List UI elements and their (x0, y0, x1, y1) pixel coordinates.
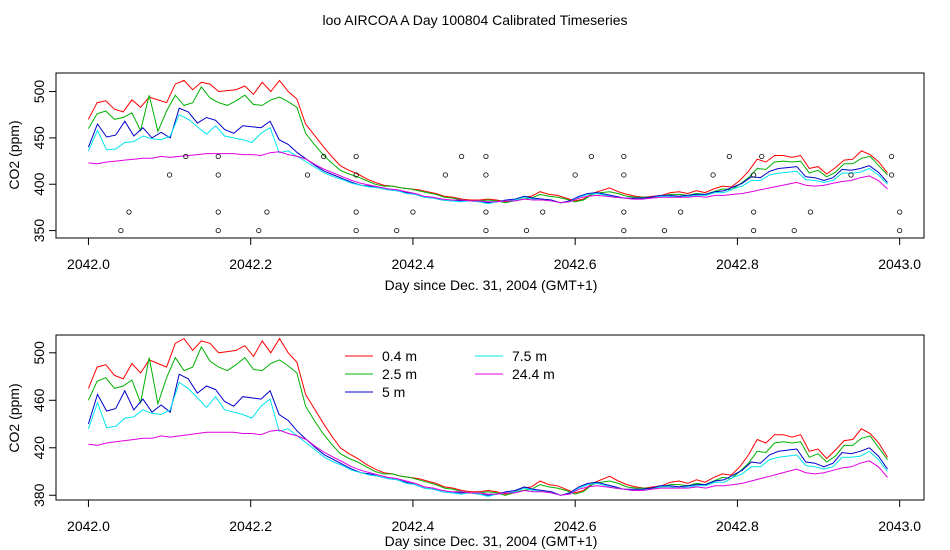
scatter-point (710, 172, 716, 178)
scatter-point (572, 172, 578, 178)
top-scatter-points (118, 153, 903, 234)
y-tick-label: 450 (31, 126, 47, 150)
legend-label: 0.4 m (382, 348, 417, 364)
scatter-point (215, 172, 221, 178)
x-tick-label: 2042.6 (554, 518, 597, 534)
x-tick-label: 2042.0 (67, 256, 110, 272)
scatter-point (483, 227, 489, 234)
top-series (87, 79, 888, 205)
scatter-point (442, 172, 448, 178)
scatter-point (304, 172, 311, 178)
x-tick-label: 2043.0 (878, 256, 921, 272)
scatter-point (678, 209, 684, 215)
scatter-point (621, 172, 627, 178)
scatter-point (751, 227, 757, 234)
scatter-point (621, 209, 627, 215)
legend-label: 5 m (382, 384, 405, 400)
scatter-point (183, 153, 189, 160)
scatter-point (759, 153, 765, 160)
y-tick-label: 500 (31, 341, 47, 365)
y-tick-label: 380 (31, 483, 47, 507)
top-panel: Day since Dec. 31, 2004 (GMT+1) CO2 (ppm… (6, 72, 925, 293)
x-tick-label: 2042.0 (67, 518, 110, 534)
x-tick-label: 2043.0 (878, 518, 921, 534)
bottom-panel: Day since Dec. 31, 2004 (GMT+1) CO2 (ppm… (6, 334, 925, 549)
x-tick-label: 2042.2 (229, 518, 272, 534)
bottom-y-axis-label: CO2 (ppm) (6, 383, 22, 452)
scatter-point (621, 153, 627, 160)
scatter-point (897, 227, 903, 234)
scatter-point (621, 227, 627, 234)
legend-label: 7.5 m (512, 348, 547, 364)
scatter-point (540, 209, 546, 215)
scatter-point (751, 172, 757, 178)
y-tick-label: 420 (31, 436, 47, 460)
legend-label: 24.4 m (512, 366, 555, 382)
bottom-plot-frame (55, 334, 925, 501)
top-x-ticks: 2042.0 2042.2 2042.4 2042.6 2042.8 2043.0 (67, 238, 921, 272)
scatter-point (353, 209, 359, 215)
bottom-x-ticks: 2042.0 2042.2 2042.4 2042.6 2042.8 2043.0 (67, 500, 921, 534)
scatter-point (483, 172, 489, 178)
scatter-point (256, 227, 262, 234)
top-plot-frame (55, 72, 925, 239)
bottom-series (87, 337, 888, 497)
x-tick-label: 2042.4 (392, 518, 435, 534)
x-tick-label: 2042.8 (716, 256, 759, 272)
series-line-7-5-m (87, 114, 888, 205)
series-line-2-5-m (87, 345, 888, 496)
series-line-0-4-m (87, 337, 888, 495)
scatter-point (483, 153, 489, 160)
x-tick-label: 2042.2 (229, 256, 272, 272)
series-line-24-4-m (88, 429, 888, 496)
scatter-point (166, 172, 173, 178)
scatter-point (888, 172, 895, 178)
y-tick-label: 500 (31, 80, 47, 104)
bottom-x-axis-label: Day since Dec. 31, 2004 (GMT+1) (385, 533, 598, 549)
scatter-point (791, 227, 797, 234)
scatter-point (410, 209, 416, 215)
y-tick-label: 350 (31, 219, 47, 243)
legend-label: 2.5 m (382, 366, 417, 382)
scatter-point (264, 209, 270, 215)
scatter-point (321, 153, 327, 160)
x-tick-label: 2042.4 (392, 256, 435, 272)
y-tick-label: 400 (31, 172, 47, 196)
scatter-point (888, 153, 895, 160)
scatter-point (215, 209, 221, 215)
bottom-y-ticks: 380 420 460 500 (31, 341, 56, 507)
scatter-point (353, 153, 359, 160)
scatter-point (483, 209, 489, 215)
legend: 0.4 m 2.5 m 5 m 7.5 m 24.4 m (345, 348, 555, 400)
scatter-point (523, 227, 530, 234)
scatter-point (897, 209, 903, 215)
scatter-point (588, 153, 595, 160)
scatter-point (807, 209, 814, 215)
scatter-point (126, 209, 132, 215)
scatter-point (394, 227, 400, 234)
scatter-point (118, 227, 124, 234)
series-line-0-4-m (87, 79, 888, 203)
scatter-point (726, 153, 732, 160)
series-line-24-4-m (88, 151, 888, 204)
series-line-2-5-m (87, 85, 888, 204)
series-line-7-5-m (87, 381, 888, 497)
scatter-point (215, 153, 221, 160)
top-y-ticks: 350 400 450 500 (31, 80, 56, 243)
scatter-point (848, 172, 854, 178)
top-y-axis-label: CO2 (ppm) (6, 120, 22, 189)
scatter-point (353, 227, 359, 234)
chart-title: loo AIRCOA A Day 100804 Calibrated Times… (322, 12, 627, 28)
top-x-axis-label: Day since Dec. 31, 2004 (GMT+1) (385, 277, 598, 293)
y-tick-label: 460 (31, 388, 47, 412)
scatter-point (459, 153, 465, 160)
scatter-point (353, 172, 359, 178)
scatter-point (751, 209, 757, 215)
scatter-point (661, 227, 668, 234)
x-tick-label: 2042.6 (554, 256, 597, 272)
x-tick-label: 2042.8 (716, 518, 759, 534)
series-line-5-m (87, 373, 888, 496)
scatter-point (215, 227, 221, 234)
